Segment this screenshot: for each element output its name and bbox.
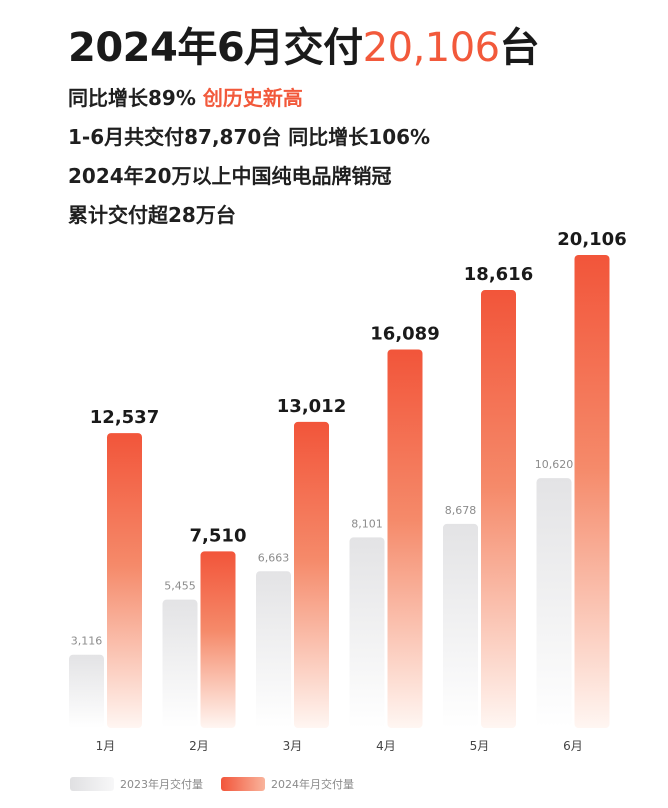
headline-prefix: 2024年6月交付 [68,25,363,71]
subline-record: 创历史新高 [202,86,303,110]
legend-label-2023: 2023年月交付量 [120,778,203,791]
headline-value: 20,106 [362,25,500,71]
data-label-2023-5: 8,678 [445,504,477,517]
headline: 2024年6月交付20,106台 [68,22,540,74]
data-label-2024-1: 12,537 [90,407,159,428]
bar-2023-1 [69,654,104,728]
data-label-2023-2: 5,455 [164,580,196,593]
legend-item-2023: 2023年月交付量 [70,776,203,792]
subline-sales-champion: 2024年20万以上中国纯电品牌销冠 [68,164,392,188]
bar-2024-6 [574,255,610,728]
data-label-2023-3: 6,663 [258,551,290,564]
subline-yoy-main: 同比增长89% [68,86,203,110]
bar-2023-4 [349,537,385,728]
subline-yoy: 同比增长89% 创历史新高 [68,84,303,112]
subline-h1-total: 1-6月共交付87,870台 同比增长106% [68,125,431,149]
data-label-2024-2: 7,510 [190,525,247,546]
subline-cumulative: 累计交付超28万台 [68,203,236,227]
bar-2023-3 [256,571,291,728]
bar-2024-5 [481,290,516,728]
bar-2024-1 [107,433,142,728]
bar-2024-3 [294,421,329,728]
bar-2023-5 [443,523,478,728]
data-label-2023-4: 8,101 [351,517,383,530]
headline-suffix: 台 [499,25,540,71]
x-tick-label-6: 6月 [563,739,583,753]
bar-2023-6 [536,478,572,728]
legend-swatch-2023 [70,777,114,791]
data-label-2024-5: 18,616 [464,264,533,285]
data-label-2024-6: 20,106 [557,229,626,250]
bar-2024-4 [387,349,423,728]
legend-label-2024: 2024年月交付量 [271,778,354,791]
legend-item-2024: 2024年月交付量 [221,776,354,792]
data-label-2024-3: 13,012 [277,396,346,417]
x-tick-label-1: 1月 [96,739,116,753]
data-label-2024-4: 16,089 [370,324,439,345]
chart-legend: 2023年月交付量 2024年月交付量 [70,776,372,792]
x-tick-label-3: 3月 [283,739,303,753]
data-label-2023-1: 3,116 [71,635,103,648]
x-tick-label-4: 4月 [376,739,396,753]
data-label-2023-6: 10,620 [535,458,574,471]
bar-2023-2 [162,599,198,728]
legend-swatch-2024 [221,777,265,791]
x-tick-label-2: 2月 [189,739,209,753]
bar-2024-2 [200,551,236,728]
x-tick-label-5: 5月 [470,739,490,753]
